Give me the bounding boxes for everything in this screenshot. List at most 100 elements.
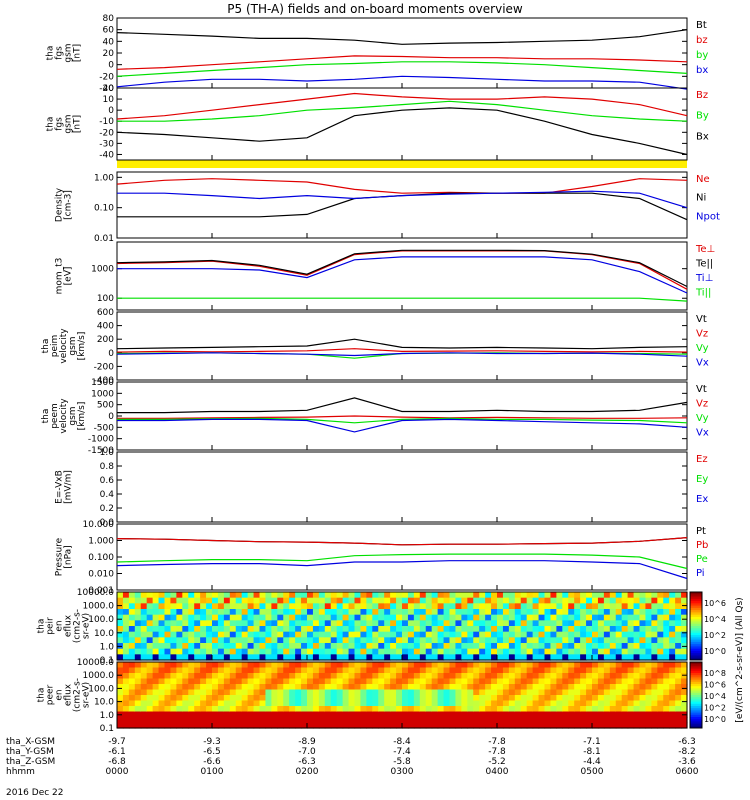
spectrogram-cell	[514, 717, 522, 724]
spectrogram-cell	[651, 648, 658, 655]
spectrogram-cell	[265, 609, 272, 616]
colorbar-step	[690, 710, 702, 714]
spectrogram-cell	[235, 706, 243, 713]
spectrogram-cell	[603, 654, 611, 661]
spectrogram-cell	[188, 626, 195, 633]
spectrogram-cell	[170, 637, 177, 644]
spectrogram-cell	[437, 631, 445, 638]
spectrogram-cell	[514, 626, 522, 633]
y-tick-label: -30	[99, 139, 114, 149]
spectrogram-cell	[176, 700, 183, 707]
spectrogram-cell	[324, 592, 332, 599]
spectrogram-cell	[645, 597, 652, 604]
spectrogram-cell	[520, 637, 528, 644]
spectrogram-cell	[277, 667, 284, 674]
spectrogram-cell	[413, 648, 421, 655]
spectrogram-cell	[384, 609, 391, 616]
spectrogram-cell	[265, 654, 272, 661]
spectrogram-cell	[491, 637, 498, 644]
spectrogram-cell	[194, 695, 201, 702]
spectrogram-cell	[681, 678, 688, 685]
spectrogram-cell	[134, 654, 142, 661]
spectrogram-cell	[117, 684, 124, 691]
spectrogram-cell	[681, 626, 688, 633]
colorbar-tick-label: 10^4	[704, 615, 726, 624]
footer-value: -6.3	[298, 757, 316, 767]
spectrogram-cell	[271, 706, 278, 713]
spectrogram-cell	[413, 667, 421, 674]
y-axis-label: en	[55, 620, 65, 631]
spectrogram-cell	[253, 695, 261, 702]
spectrogram-cell	[597, 631, 605, 638]
spectrogram-cell	[360, 626, 367, 633]
spectrogram-cell	[603, 695, 611, 702]
spectrogram-cell	[182, 700, 189, 707]
spectrogram-cell	[217, 620, 225, 627]
spectrogram-cell	[283, 637, 290, 644]
footer-value: -7.0	[298, 747, 316, 757]
spectrogram-cell	[194, 648, 201, 655]
spectrogram-cell	[538, 662, 546, 669]
spectrogram-cell	[455, 673, 462, 680]
colorbar-step	[690, 616, 702, 620]
spectrogram-cell	[354, 620, 362, 627]
spectrogram-cell	[140, 609, 148, 616]
y-axis-label: tha	[41, 339, 51, 354]
spectrogram-cell	[140, 592, 148, 599]
spectrogram-cell	[117, 631, 124, 638]
spectrogram-cell	[390, 711, 397, 718]
spectrogram-cell	[188, 614, 195, 621]
spectrogram-cell	[479, 626, 486, 633]
spectrogram-cell	[128, 700, 136, 707]
spectrogram-cell	[461, 631, 468, 638]
spectrogram-cell	[158, 717, 166, 724]
spectrogram-cell	[354, 654, 362, 661]
spectrogram-cell	[651, 667, 658, 674]
spectrogram-cell	[307, 626, 314, 633]
spectrogram-cell	[556, 631, 563, 638]
spectrogram-cell	[651, 603, 658, 610]
spectrogram-cell	[342, 643, 350, 650]
spectrogram-cell	[140, 689, 148, 696]
spectrogram-cell	[491, 678, 498, 685]
spectrogram-cell	[128, 648, 136, 655]
spectrogram-cell	[609, 673, 617, 680]
series-line-Bz	[116, 92, 688, 120]
spectrogram-cell	[283, 614, 290, 621]
spectrogram-cell	[592, 643, 599, 650]
spectrogram-cell	[479, 648, 486, 655]
spectrogram-cell	[200, 626, 207, 633]
spectrogram-cell	[312, 700, 320, 707]
spectrogram-cell	[271, 684, 278, 691]
spectrogram-cell	[360, 614, 367, 621]
spectrogram-cell	[443, 711, 451, 718]
spectrogram-cell	[342, 609, 350, 616]
spectrogram-cell	[384, 717, 391, 724]
spectrogram-cell	[336, 689, 344, 696]
spectrogram-cell	[164, 620, 172, 627]
spectrogram-cell	[562, 597, 569, 604]
spectrogram-cell	[431, 597, 439, 604]
spectrogram-cell	[603, 717, 611, 724]
spectrogram-cell	[307, 592, 314, 599]
spectrogram-cell	[663, 592, 670, 599]
spectrogram-cell	[247, 603, 255, 610]
spectrogram-cell	[372, 626, 379, 633]
spectrogram-cell	[312, 695, 320, 702]
spectrogram-cell	[443, 643, 451, 650]
spectrogram-cell	[562, 706, 569, 713]
spectrogram-cell	[134, 592, 142, 599]
footer-value: -7.1	[583, 737, 601, 747]
legend-entry: Pe	[696, 554, 708, 565]
spectrogram-cell	[312, 654, 320, 661]
spectrogram-cell	[164, 678, 172, 685]
spectrogram-cell	[526, 631, 534, 638]
spectrogram-cell	[241, 711, 249, 718]
spectrogram-cell	[241, 684, 249, 691]
spectrogram-cell	[146, 700, 154, 707]
spectrogram-cell	[568, 637, 575, 644]
spectrogram-cell	[134, 614, 142, 621]
spectrogram-cell	[568, 695, 575, 702]
spectrogram-cell	[312, 662, 320, 669]
spectrogram-cell	[526, 620, 534, 627]
